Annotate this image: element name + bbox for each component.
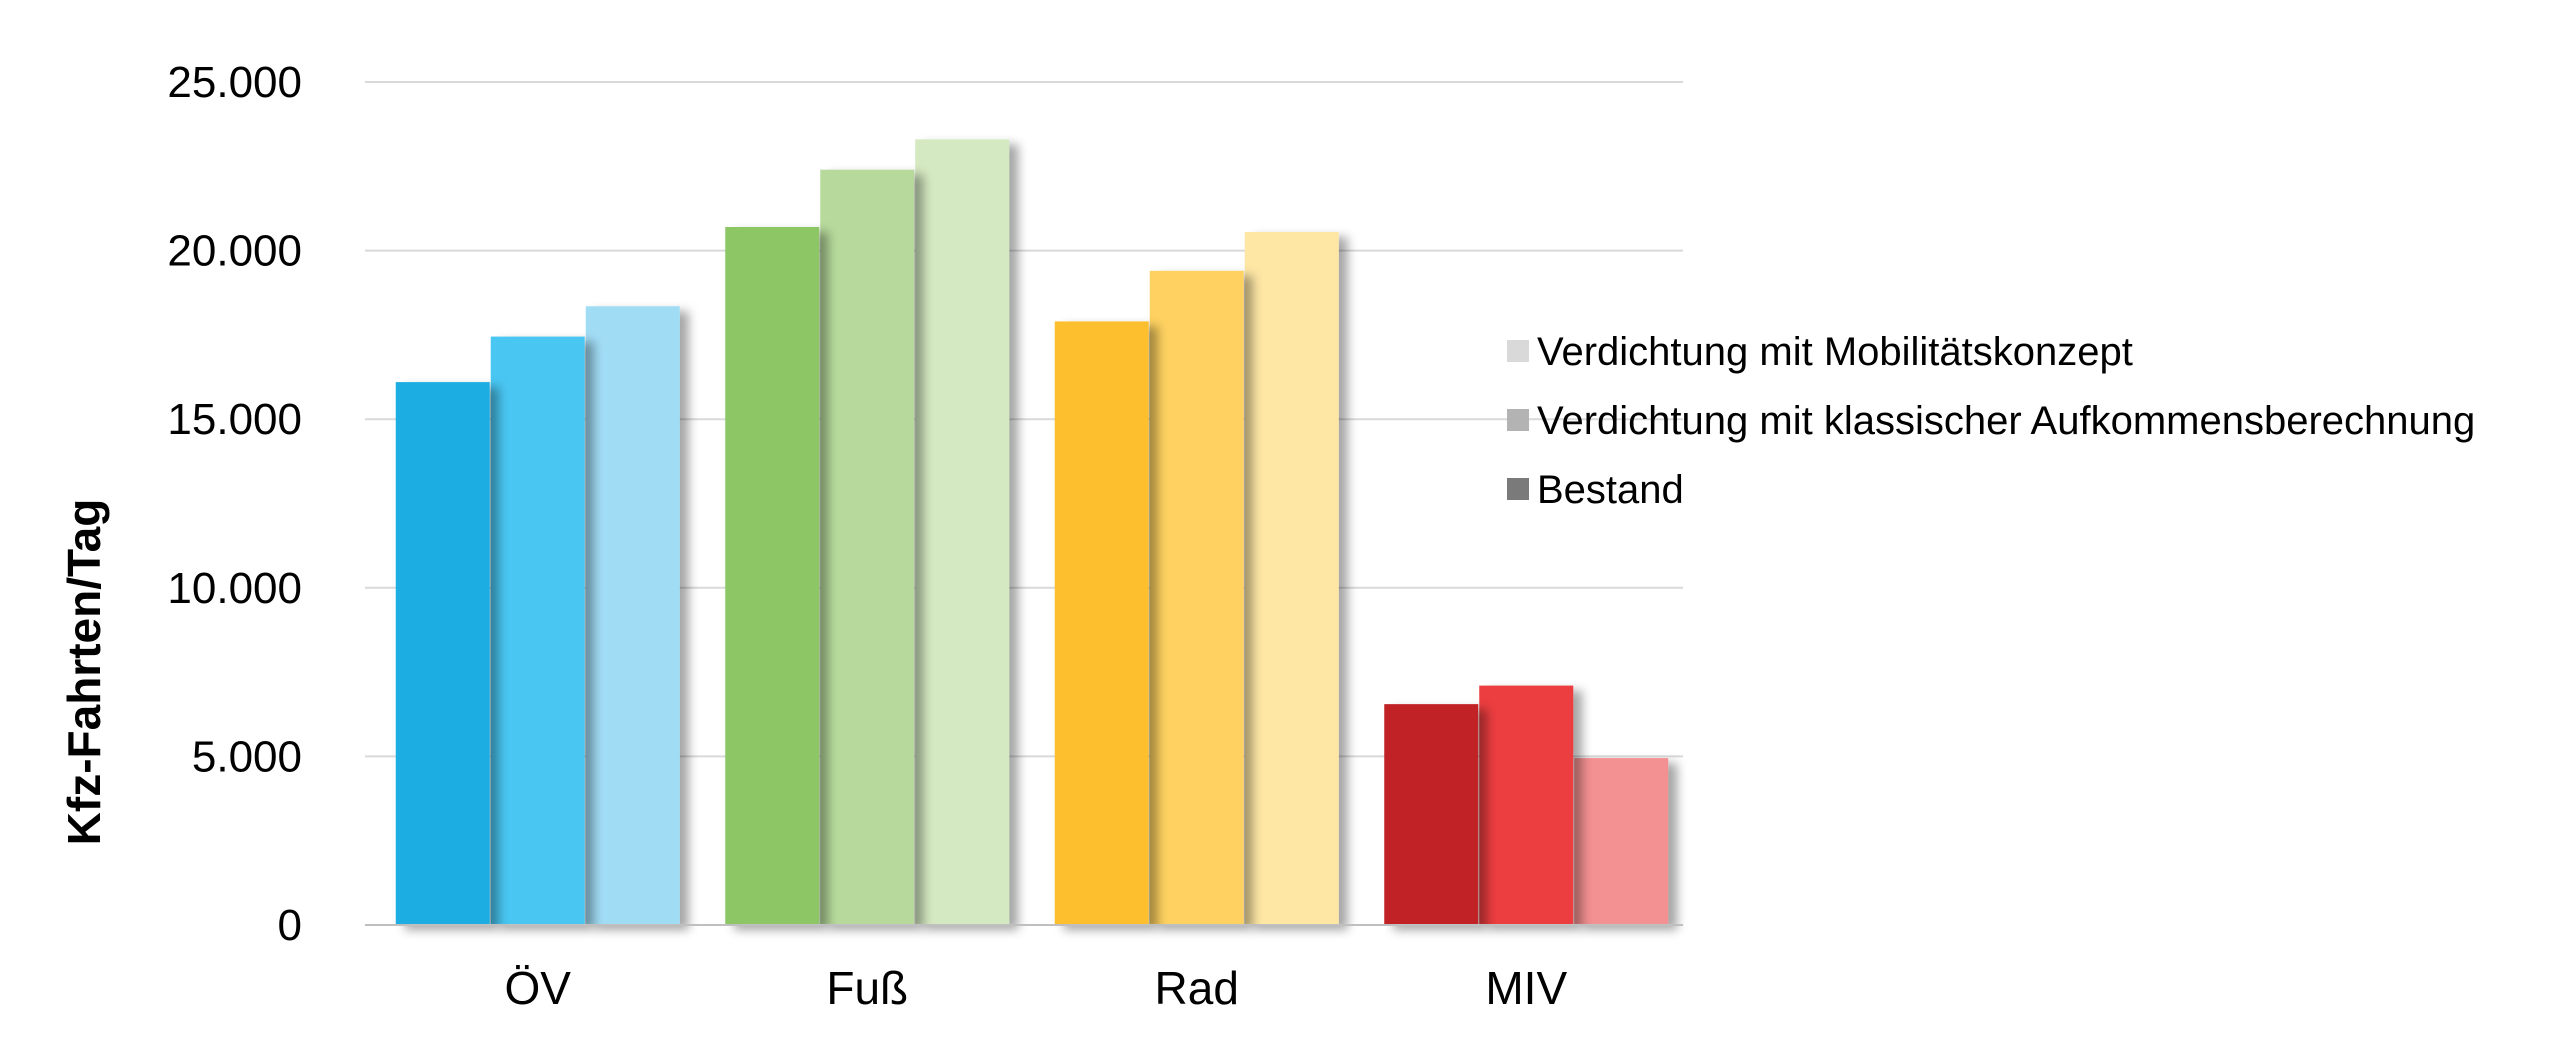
x-tick-label: Fuß [826, 962, 908, 1014]
bars [395, 139, 1669, 926]
bar-öv-1 [395, 382, 490, 925]
x-tick-label: ÖV [505, 962, 572, 1014]
legend-swatch [1507, 409, 1529, 431]
bar-fuß-2 [820, 169, 915, 925]
legend-swatch [1507, 478, 1529, 500]
y-axis-title: Kfz-Fahrten/Tag [58, 499, 110, 846]
y-tick-label: 25.000 [167, 58, 302, 107]
x-tick-label: Rad [1155, 962, 1239, 1014]
bar-öv-3 [585, 306, 680, 925]
legend: Verdichtung mit Mobilitätskonzept Verdich… [1507, 330, 2475, 512]
y-tick-label: 5.000 [192, 732, 302, 781]
y-tick-label: 20.000 [167, 227, 302, 276]
legend-label: Verdichtung mit Mobilitätskonzept [1537, 330, 2133, 374]
bar-miv-3 [1574, 758, 1669, 925]
x-tick-labels: ÖV Fuß Rad MIV [505, 962, 1568, 1014]
bar-öv-2 [490, 336, 585, 925]
legend-label: Bestand [1537, 468, 1684, 512]
x-tick-label: MIV [1485, 962, 1567, 1014]
bar-rad-3 [1244, 232, 1339, 925]
y-tick-label: 10.000 [167, 564, 302, 613]
bar-fuß-1 [725, 226, 820, 926]
bar-miv-1 [1384, 704, 1479, 925]
bar-miv-2 [1479, 685, 1574, 925]
y-tick-labels: 0 5.000 10.000 15.000 20.000 25.000 [167, 58, 302, 950]
bar-rad-2 [1149, 270, 1244, 925]
y-tick-label: 15.000 [167, 395, 302, 444]
bar-rad-1 [1054, 321, 1149, 925]
legend-swatch [1507, 340, 1529, 362]
y-tick-label: 0 [278, 901, 302, 950]
bar-fuß-3 [915, 139, 1010, 926]
legend-label: Verdichtung mit klassischer Aufkommensbe… [1537, 399, 2475, 443]
